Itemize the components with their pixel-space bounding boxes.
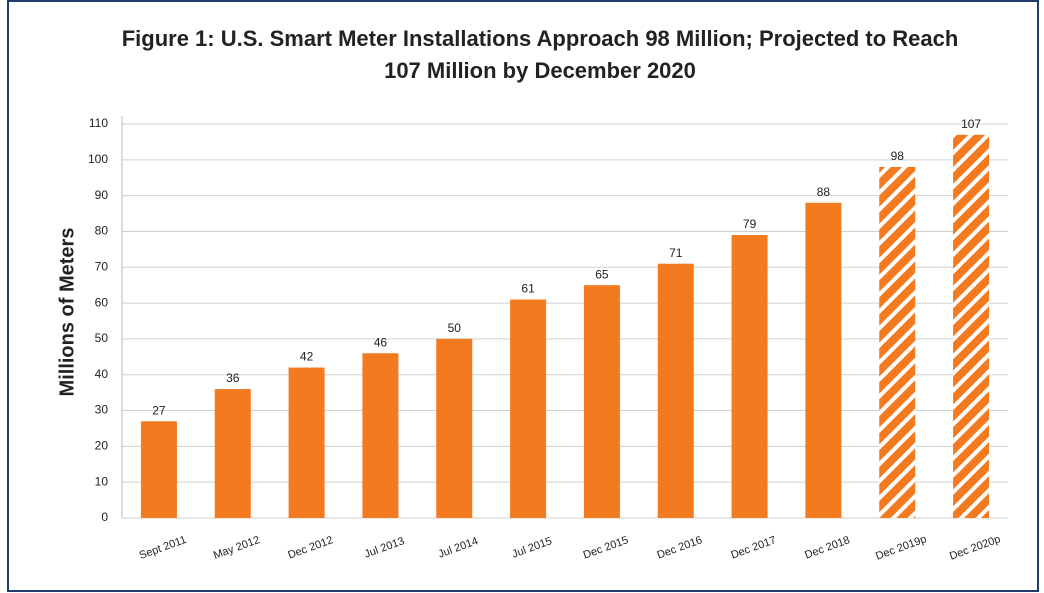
y-tick-label: 110 (89, 116, 108, 130)
bar (805, 202, 842, 519)
y-tick-label: 20 (95, 439, 109, 453)
x-tick-label: Sept 2011 (138, 534, 188, 562)
x-tick-label: Jul 2014 (437, 535, 480, 561)
bar (214, 389, 251, 518)
x-tick-label: Dec 2020p (948, 533, 1002, 562)
x-tick-label: Dec 2018 (803, 534, 851, 561)
y-tick-label: 10 (95, 474, 109, 488)
value-label: 98 (891, 149, 905, 163)
y-tick-label: 40 (95, 367, 109, 381)
bar (953, 134, 990, 518)
x-tick-label: Dec 2015 (582, 534, 630, 561)
value-label: 61 (521, 282, 535, 296)
x-tick-label: Dec 2012 (286, 534, 334, 561)
y-tick-label: 70 (95, 259, 109, 273)
value-label: 27 (152, 403, 166, 417)
value-label: 42 (300, 350, 314, 364)
chart-title: Figure 1: U.S. Smart Meter Installations… (122, 26, 959, 51)
chart-title: 107 Million by December 2020 (384, 58, 696, 83)
value-label: 65 (595, 267, 609, 281)
bar (288, 367, 325, 518)
bar (436, 338, 473, 518)
x-tick-label: Jul 2013 (363, 535, 406, 561)
bar (657, 263, 694, 518)
frame (7, 0, 1039, 592)
y-tick-label: 0 (101, 510, 108, 524)
bar (362, 353, 399, 518)
value-label: 46 (374, 335, 388, 349)
bar (510, 299, 547, 518)
bar (731, 235, 768, 518)
y-tick-label: 50 (95, 331, 109, 345)
x-tick-label: Dec 2019p (874, 533, 928, 562)
bar (140, 421, 177, 518)
value-label: 88 (817, 185, 831, 199)
y-tick-label: 30 (95, 403, 109, 417)
x-tick-label: May 2012 (212, 534, 262, 562)
y-tick-label: 90 (95, 188, 109, 202)
value-label: 36 (226, 371, 240, 385)
bar (583, 285, 620, 518)
x-tick-label: Jul 2015 (510, 535, 553, 561)
x-tick-label: Dec 2016 (656, 534, 704, 561)
value-label: 50 (448, 321, 462, 335)
y-tick-label: 100 (88, 152, 108, 166)
value-label: 71 (669, 246, 683, 260)
y-tick-label: 60 (95, 295, 109, 309)
y-axis-label: Millions of Meters (56, 228, 78, 397)
y-tick-label: 80 (95, 224, 109, 238)
x-tick-label: Dec 2017 (729, 534, 777, 561)
value-label: 79 (743, 217, 757, 231)
value-label: 107 (961, 117, 981, 131)
bar (879, 166, 916, 518)
